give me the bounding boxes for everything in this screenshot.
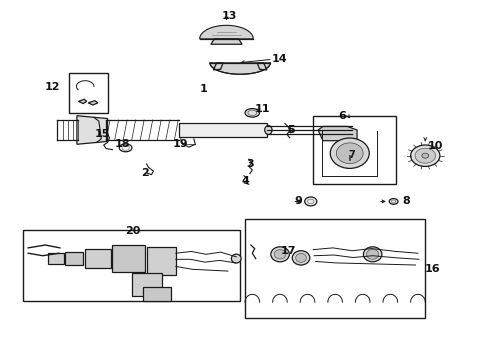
Ellipse shape bbox=[292, 251, 310, 265]
Polygon shape bbox=[211, 39, 242, 44]
Bar bbox=[143, 287, 171, 301]
Text: 18: 18 bbox=[115, 139, 130, 149]
Ellipse shape bbox=[271, 247, 289, 262]
Bar bbox=[113, 245, 145, 272]
Bar bbox=[313, 116, 396, 184]
Polygon shape bbox=[257, 63, 267, 70]
Text: 16: 16 bbox=[425, 264, 441, 274]
Polygon shape bbox=[213, 63, 223, 70]
Text: 6: 6 bbox=[339, 111, 346, 121]
Text: 14: 14 bbox=[271, 54, 287, 64]
Polygon shape bbox=[77, 116, 108, 144]
Ellipse shape bbox=[305, 197, 317, 206]
Bar bbox=[179, 123, 267, 137]
Polygon shape bbox=[210, 63, 270, 74]
Text: 17: 17 bbox=[281, 247, 296, 256]
Text: 15: 15 bbox=[95, 129, 110, 139]
Text: 12: 12 bbox=[45, 82, 60, 92]
Ellipse shape bbox=[411, 145, 440, 166]
Ellipse shape bbox=[389, 199, 398, 204]
Text: 2: 2 bbox=[141, 168, 149, 178]
Ellipse shape bbox=[415, 148, 436, 163]
Text: 5: 5 bbox=[288, 125, 295, 135]
Text: 13: 13 bbox=[221, 12, 237, 21]
Ellipse shape bbox=[295, 253, 306, 262]
Bar bbox=[48, 253, 64, 264]
Polygon shape bbox=[78, 99, 87, 104]
Ellipse shape bbox=[367, 249, 379, 259]
Ellipse shape bbox=[265, 126, 272, 134]
Ellipse shape bbox=[364, 247, 382, 262]
Text: 9: 9 bbox=[294, 197, 302, 206]
Bar bbox=[245, 219, 425, 318]
Polygon shape bbox=[318, 126, 357, 141]
Text: 10: 10 bbox=[427, 141, 442, 151]
Ellipse shape bbox=[231, 254, 241, 263]
Ellipse shape bbox=[422, 153, 429, 158]
Text: 4: 4 bbox=[241, 176, 249, 186]
Bar bbox=[69, 73, 108, 113]
Bar bbox=[132, 273, 162, 296]
Text: 11: 11 bbox=[254, 104, 270, 113]
Text: 3: 3 bbox=[246, 159, 254, 169]
Polygon shape bbox=[88, 101, 98, 105]
Text: 19: 19 bbox=[173, 139, 189, 149]
Ellipse shape bbox=[330, 138, 369, 168]
Bar bbox=[147, 247, 176, 275]
Text: 20: 20 bbox=[125, 226, 141, 236]
Bar bbox=[85, 249, 111, 267]
Ellipse shape bbox=[274, 249, 286, 259]
Ellipse shape bbox=[336, 143, 363, 163]
Polygon shape bbox=[200, 25, 253, 39]
Ellipse shape bbox=[245, 109, 260, 117]
Text: 1: 1 bbox=[200, 84, 207, 94]
Bar bbox=[65, 252, 83, 265]
Text: 7: 7 bbox=[349, 150, 356, 160]
Text: 8: 8 bbox=[402, 197, 410, 206]
Bar bbox=[24, 230, 240, 301]
